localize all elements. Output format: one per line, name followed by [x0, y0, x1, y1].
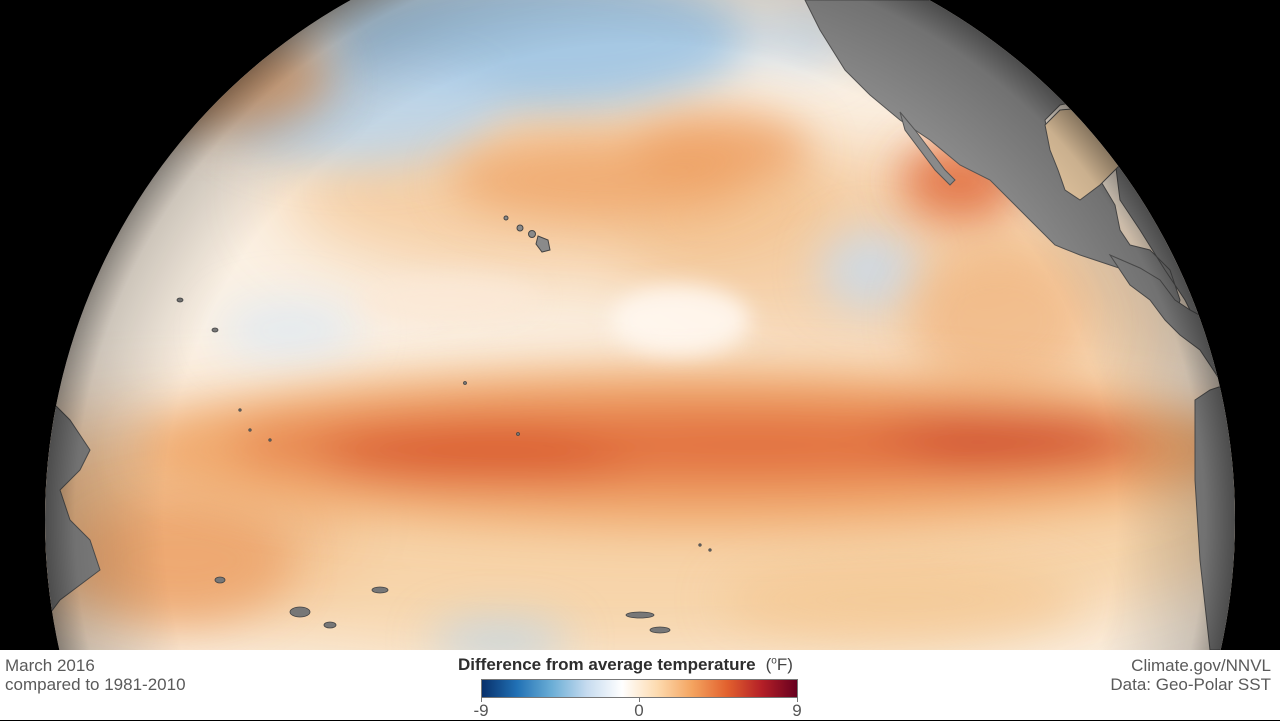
- legend-unit: (oF): [766, 655, 793, 674]
- temperature-colorbar: [481, 679, 798, 698]
- baseline-label: compared to 1981-2010: [5, 675, 186, 694]
- data-credit: Data: Geo-Polar SST: [1110, 675, 1271, 694]
- credits: Climate.gov/NNVL Data: Geo-Polar SST: [1110, 656, 1271, 694]
- colorbar-tick-max: [797, 698, 798, 702]
- colorbar-min-label: -9: [473, 701, 489, 720]
- unit-prefix: (: [765, 655, 772, 674]
- date-caption: March 2016 compared to 1981-2010: [5, 656, 186, 694]
- colorbar-tick-min: [481, 698, 482, 702]
- legend-footer: March 2016 compared to 1981-2010 Differe…: [0, 650, 1280, 720]
- legend-title: Difference from average temperature (oF): [458, 655, 793, 675]
- globe: [45, 0, 1235, 650]
- date-label: March 2016: [5, 656, 95, 675]
- colorbar-max-label: 9: [792, 701, 802, 720]
- unit-degree: o: [771, 655, 777, 667]
- legend-title-text: Difference from average temperature: [458, 655, 756, 674]
- globe-graphic: [45, 0, 1235, 650]
- unit-suffix: F): [776, 655, 793, 674]
- colorbar-tick-mid: [639, 698, 640, 702]
- colorbar-mid-label: 0: [634, 701, 644, 720]
- source-credit: Climate.gov/NNVL: [1131, 656, 1271, 675]
- sea-surface-temperature-map: [45, 0, 1235, 650]
